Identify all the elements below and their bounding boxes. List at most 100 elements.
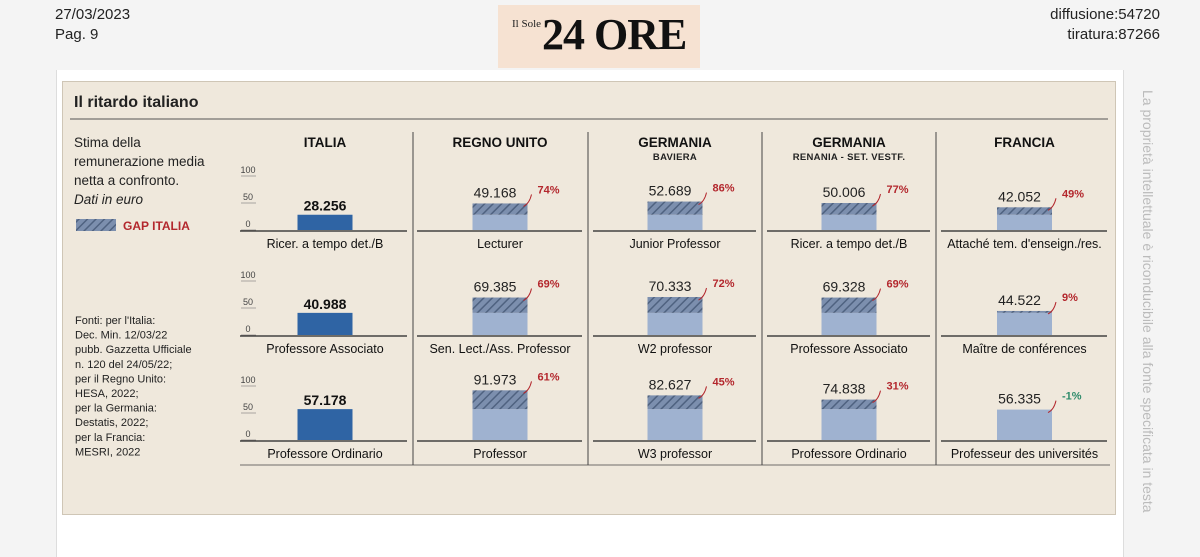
y-tick-label: 100 [240,270,255,280]
category-label: Lecturer [477,237,523,251]
gap-percent-label: 69% [538,279,560,291]
bar-value-label: 91.973 [474,371,517,387]
source-line: HESA, 2022; [75,388,139,400]
gap-bar-segment [647,297,703,313]
gap-percent-label: 77% [887,184,909,196]
country-bar [821,214,877,230]
column-subheader: RENANIA - SET. VESTF. [793,152,906,163]
gap-bar-segment [821,399,877,410]
description-line: Dati in euro [74,192,144,207]
bar-value-label: 56.335 [998,391,1041,407]
category-label: Professore Ordinario [791,447,906,461]
country-bar [647,214,703,230]
gap-leader-line [698,386,707,399]
y-tick-label: 100 [240,165,255,175]
category-label: Professor [473,447,527,461]
date-label: 27/03/2023 [55,6,131,23]
category-label: Ricer. a tempo det./B [791,237,908,251]
gap-bar-segment [647,395,703,410]
legend-swatch [76,219,116,231]
description-line: remunerazione media [74,154,205,169]
gap-percent-label: 69% [887,279,909,291]
bar-value-label: 49.168 [474,184,517,200]
category-label: Professeur des universités [951,447,1098,461]
copyright-side-note: La proprietà intellettuale è riconducibi… [1140,90,1156,513]
legend-label: GAP ITALIA [123,219,190,233]
category-label: Ricer. a tempo det./B [267,237,384,251]
source-line: pubb. Gazzetta Ufficiale [75,344,192,356]
source-line: per la Francia: [75,432,145,444]
country-bar [472,214,528,230]
bar-value-label: 52.689 [649,183,692,199]
gap-percent-label: 9% [1062,292,1078,304]
gap-percent-label: 74% [538,184,560,196]
gap-percent-label: 49% [1062,188,1084,200]
italy-bar [297,312,353,335]
y-tick-label: 0 [245,324,250,334]
y-tick-label: 0 [245,429,250,439]
country-bar [647,409,703,440]
category-label: Junior Professor [629,237,720,251]
gap-percent-label: 72% [713,278,735,290]
chart-title: Il ritardo italiano [74,94,199,111]
source-line: MESRI, 2022 [75,446,140,458]
gap-bar-segment [647,201,703,215]
category-label: Professore Associato [266,342,383,356]
column-header: ITALIA [304,135,347,150]
country-bar [472,312,528,335]
bar-value-label: 70.333 [649,278,692,294]
bar-value-label: 57.178 [304,392,347,408]
gap-leader-line [1047,400,1057,414]
gap-percent-label: -1% [1062,391,1082,403]
gap-leader-line [523,194,532,207]
gap-bar-segment [997,207,1052,215]
source-line: n. 120 del 24/05/22; [75,359,172,371]
bar-value-label: 28.256 [304,198,347,214]
bar-value-label: 74.838 [823,381,866,397]
gap-leader-line [872,390,881,404]
bar-value-label: 69.328 [823,279,866,295]
bar-value-label: 50.006 [823,184,866,200]
category-label: W3 professor [638,447,712,461]
country-bar [821,409,877,440]
bar-value-label: 69.385 [474,279,517,295]
source-line: Dec. Min. 12/03/22 [75,330,167,342]
newspaper-logo: Il Sole 24 ORE [498,5,700,68]
italy-bar [297,409,353,440]
gap-bar-segment [472,390,528,410]
column-header: FRANCIA [994,135,1055,150]
source-line: per la Germania: [75,403,157,415]
y-tick-label: 100 [240,375,255,385]
category-label: Attaché tem. d'enseign./res. [947,237,1102,251]
gap-bar-segment [472,297,528,313]
logo-small-text: Il Sole [512,18,542,30]
y-tick-label: 50 [243,297,253,307]
gap-percent-label: 31% [887,381,909,393]
gap-bar-segment [472,203,528,215]
gap-leader-line [698,192,707,205]
gap-leader-line [1047,198,1057,211]
source-line: Destatis, 2022; [75,417,148,429]
country-bar [472,409,528,440]
source-line: Fonti: per l'Italia: [75,315,155,327]
gap-bar-segment [821,297,877,313]
column-header: GERMANIA [812,135,886,150]
gap-bar-segment [997,310,1052,313]
country-bar [997,214,1052,230]
bar-value-label: 40.988 [304,296,347,312]
bar-value-label: 44.522 [998,292,1041,308]
category-label: Maître de conférences [962,342,1086,356]
gap-leader-line [872,288,881,302]
gap-leader-line [698,287,707,301]
chart-panel [62,81,1116,515]
country-bar [821,312,877,335]
logo-big-text: 24 ORE [542,10,687,59]
country-bar [997,312,1052,335]
y-tick-label: 50 [243,192,253,202]
description-line: netta a confronto. [74,173,179,188]
gap-bar-segment [821,202,877,215]
bar-value-label: 42.052 [998,188,1041,204]
y-tick-label: 50 [243,402,253,412]
country-bar [647,312,703,335]
